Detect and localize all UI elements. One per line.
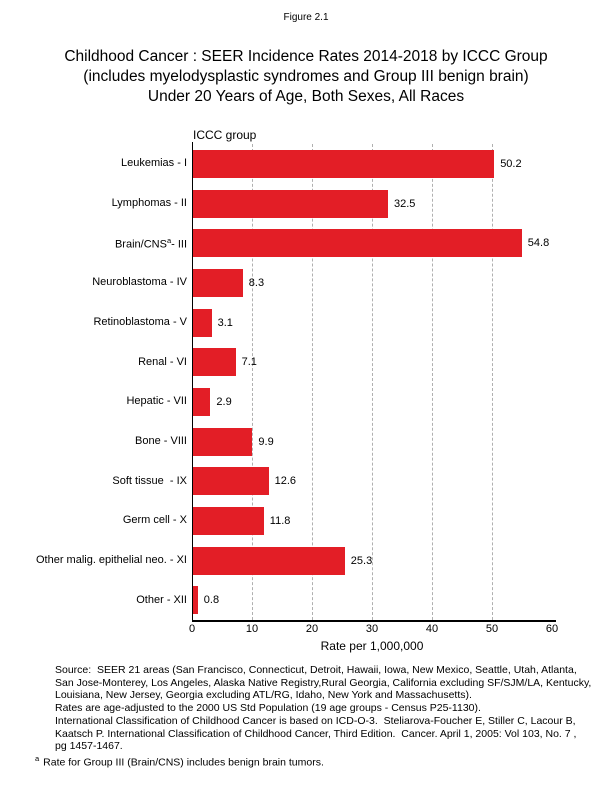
- figure-label: Figure 2.1: [283, 12, 329, 23]
- bar-row: Other malig. epithelial neo. - XI 25.3: [0, 541, 612, 581]
- x-tick-label-10: 10: [245, 623, 259, 635]
- x-tick-label-30: 30: [365, 623, 379, 635]
- bar-row: Soft tissue - IX 12.6: [0, 461, 612, 501]
- bar: [193, 348, 236, 377]
- category-label: Lymphomas - II: [111, 197, 187, 209]
- bar-row: Other - XII 0.8: [0, 580, 612, 620]
- bar: [193, 387, 211, 416]
- bar: [193, 467, 269, 496]
- footer-line: San Jose-Monterey, Los Angeles, Alaska N…: [55, 676, 592, 689]
- value-label: 8.3: [248, 276, 265, 289]
- x-tick-label-40: 40: [425, 623, 439, 635]
- footer-line: Rates are age-adjusted to the 2000 US St…: [55, 702, 481, 715]
- x-tick-label-0: 0: [188, 623, 196, 635]
- value-label: 3.1: [217, 316, 233, 329]
- value-label: 0.8: [203, 594, 220, 607]
- gridline-40: [432, 144, 433, 620]
- category-label: Other malig. epithelial neo. - XI: [35, 554, 187, 567]
- y-axis-line: [192, 142, 193, 620]
- category-label: Hepatic - VII: [126, 395, 187, 408]
- category-label: Brain/CNSa- III: [114, 236, 187, 251]
- footnote-a: a Rate for Group III (Brain/CNS) includes…: [35, 753, 590, 769]
- x-tick-label-20: 20: [305, 623, 319, 635]
- bar: [193, 229, 522, 258]
- bar-rows: Leukemias - I 50.2 Lymphomas - II 32.5 Brain…: [0, 144, 612, 620]
- value-label: 11.8: [269, 514, 291, 527]
- bar-row: Neuroblastoma - IV 8.3: [0, 263, 612, 303]
- bar-row: Leukemias - I 50.2: [0, 144, 612, 184]
- category-label: Soft tissue - IX: [112, 474, 187, 487]
- footnote-marker: a: [35, 753, 40, 763]
- footer-line: International Classification of Childhoo…: [55, 714, 576, 727]
- value-label: 54.8: [527, 237, 550, 250]
- bar: [193, 149, 495, 178]
- gridline-50: [492, 144, 493, 620]
- bar-row: Bone - VIII 9.9: [0, 422, 612, 462]
- value-label: 25.3: [350, 554, 373, 567]
- title-line-3: Under 20 Years of Age, Both Sexes, All R…: [147, 88, 465, 105]
- x-tick-label-60: 60: [545, 623, 559, 635]
- x-axis-title: Rate per 1,000,000: [320, 639, 424, 653]
- value-label: 12.6: [274, 475, 297, 488]
- footer-line: Source: SEER 21 areas (San Francisco, Co…: [55, 664, 577, 676]
- category-label: Retinoblastoma - V: [93, 316, 187, 329]
- bar: [193, 427, 253, 456]
- bar-row: Lymphomas - II 32.5: [0, 184, 612, 224]
- value-label: 50.2: [500, 157, 522, 170]
- category-label: Renal - VI: [138, 355, 187, 368]
- category-footnote-marker: a: [166, 236, 172, 246]
- category-label: Other - XII: [136, 593, 187, 606]
- bar-row: Brain/CNSa- III 54.8: [0, 223, 612, 263]
- title-line-2: (includes myelodysplastic syndromes and …: [83, 68, 529, 85]
- bar-row: Germ cell - X 11.8: [0, 501, 612, 541]
- bar: [193, 308, 212, 337]
- value-label: 2.9: [216, 395, 232, 408]
- value-label: 7.1: [241, 356, 257, 369]
- footer-line: Louisiana, New Jersey, Georgia excluding…: [55, 689, 472, 702]
- x-tick-label-50: 50: [485, 623, 499, 635]
- x-axis-ticks: 0 10 20 30 40 50 60: [188, 623, 558, 637]
- bar: [193, 586, 198, 615]
- x-axis-line: [192, 620, 556, 622]
- gridline-30: [372, 144, 373, 620]
- category-label: Leukemias - I: [120, 157, 187, 170]
- category-label: Bone - VIII: [135, 435, 187, 448]
- bar: [193, 546, 345, 575]
- gridline-10: [252, 144, 253, 620]
- bar: [193, 268, 243, 297]
- bar: [193, 189, 388, 218]
- category-label: Germ cell - X: [122, 514, 187, 527]
- gridlines: [192, 144, 552, 620]
- value-label: 9.9: [258, 435, 274, 448]
- footnote-text: Rate for Group III (Brain/CNS) includes …: [43, 756, 324, 769]
- title-line-1: Childhood Cancer : SEER Incidence Rates …: [64, 48, 548, 65]
- category-label: Neuroblastoma - IV: [92, 276, 187, 289]
- bar-row: Renal - VI 7.1: [0, 342, 612, 382]
- bar-row: Hepatic - VII 2.9: [0, 382, 612, 422]
- value-label: 32.5: [394, 197, 416, 210]
- bar-row: Retinoblastoma - V 3.1: [0, 303, 612, 343]
- gridline-20: [312, 144, 313, 620]
- source-footnotes: Source: SEER 21 areas (San Francisco, Co…: [35, 664, 592, 769]
- footer-line: pg 1457-1467.: [55, 740, 123, 753]
- page-title: Childhood Cancer : SEER Incidence Rates …: [0, 47, 612, 107]
- y-axis-title: ICCC group: [193, 128, 257, 142]
- bar: [193, 506, 264, 535]
- footer-line: Kaatsch P. International Classification …: [55, 727, 577, 740]
